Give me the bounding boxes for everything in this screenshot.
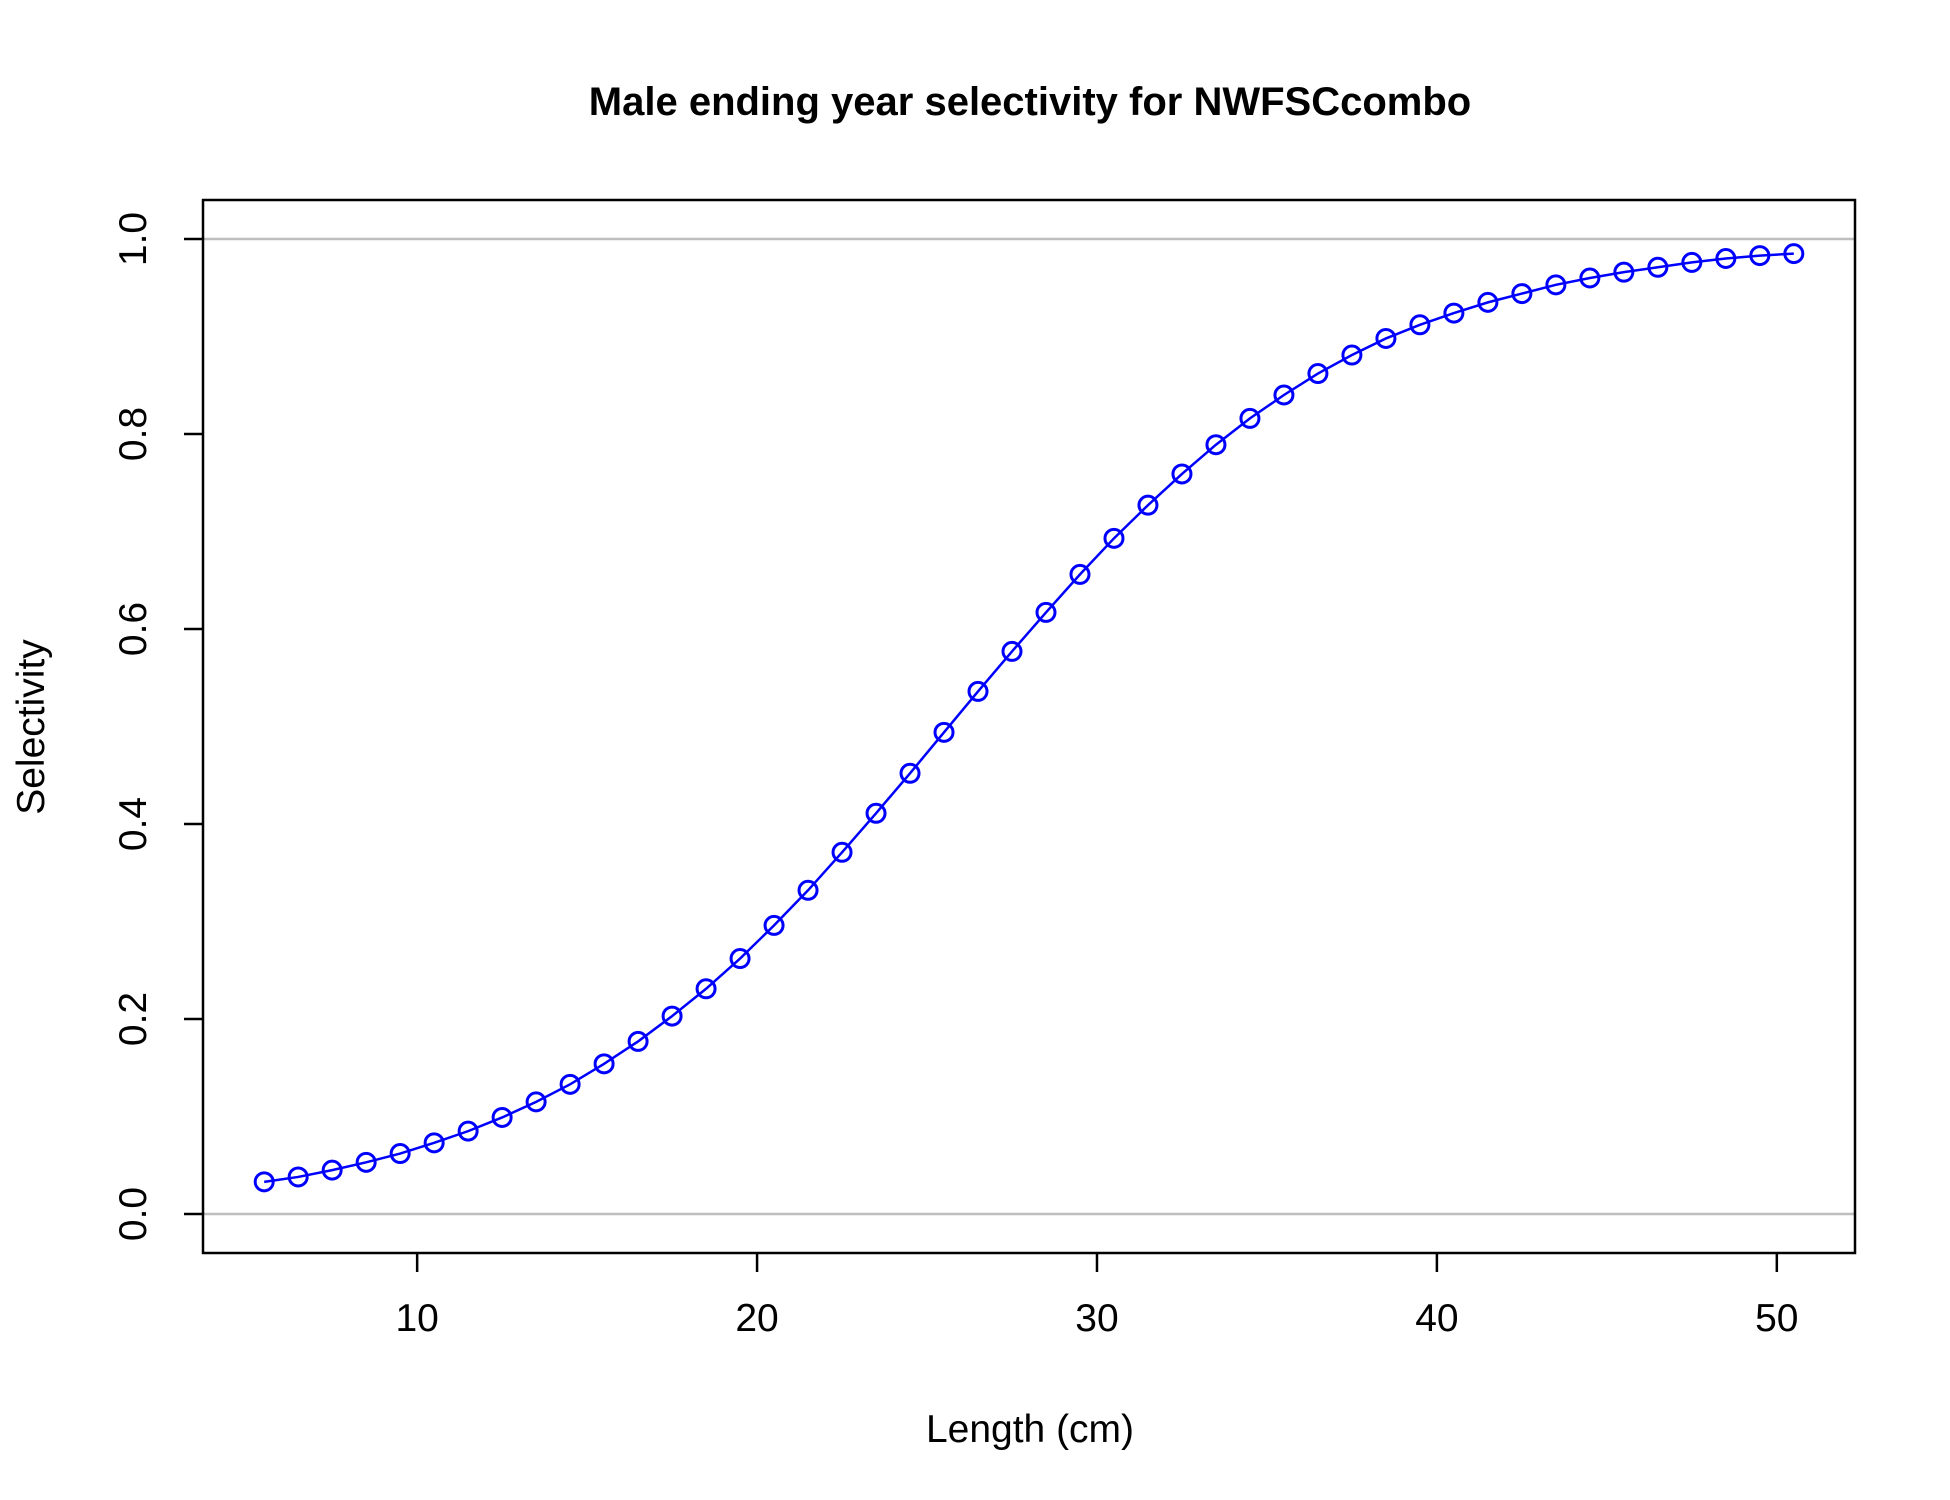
data-point (661, 1005, 683, 1027)
data-point (831, 841, 853, 863)
data-point (967, 680, 989, 702)
data-point (1681, 251, 1703, 273)
data-point (1409, 314, 1431, 336)
data-point (1069, 563, 1091, 585)
data-point (1579, 267, 1601, 289)
data-point (1477, 291, 1499, 313)
data-point (559, 1073, 581, 1095)
data-point (389, 1143, 411, 1165)
data-point (491, 1106, 513, 1128)
data-point (1239, 407, 1261, 429)
data-point (457, 1120, 479, 1142)
data-point (1613, 261, 1635, 283)
y-tick-label: 0.0 (112, 1187, 155, 1241)
data-point (899, 762, 921, 784)
data-point (1375, 327, 1397, 349)
x-tick-label: 30 (1075, 1297, 1118, 1340)
series-line (264, 252, 1794, 1184)
data-point (865, 802, 887, 824)
y-tick-label: 1.0 (112, 212, 155, 266)
data-point (287, 1166, 309, 1188)
data-point (1205, 434, 1227, 456)
y-tick-label: 0.8 (112, 407, 155, 461)
series-layer (253, 243, 1805, 1193)
data-point (1749, 245, 1771, 267)
data-point (525, 1091, 547, 1113)
x-tick-label: 50 (1755, 1297, 1798, 1340)
data-point (1545, 274, 1567, 296)
y-axis-label: Selectivity (10, 639, 53, 815)
data-point (355, 1151, 377, 1173)
data-point (1001, 640, 1023, 662)
data-point (423, 1132, 445, 1154)
x-tick-label: 20 (735, 1297, 778, 1340)
data-point (1137, 494, 1159, 516)
data-point (321, 1159, 343, 1181)
x-axis-label: Length (cm) (926, 1408, 1134, 1451)
data-point (1307, 363, 1329, 385)
data-point (797, 879, 819, 901)
data-point (729, 948, 751, 970)
x-tick-label: 10 (395, 1297, 438, 1340)
data-point (695, 978, 717, 1000)
y-tick-label: 0.2 (112, 992, 155, 1046)
data-point (1035, 601, 1057, 623)
data-point (627, 1030, 649, 1052)
y-axis: 0.0 0.2 0.4 0.6 0.8 1.0 (112, 212, 203, 1241)
data-point (933, 721, 955, 743)
y-tick-label: 0.6 (112, 602, 155, 656)
plot-frame (201, 198, 1857, 1255)
data-point (1273, 384, 1295, 406)
data-point (1511, 283, 1533, 305)
x-tick-label: 40 (1415, 1297, 1458, 1340)
x-axis: 10 20 30 40 50 (395, 1253, 1799, 1340)
chart-title: Male ending year selectivity for NWFSCco… (589, 80, 1471, 124)
data-point (1647, 256, 1669, 278)
reference-lines (203, 237, 1855, 1216)
data-point (253, 1171, 275, 1193)
data-point (1103, 527, 1125, 549)
data-point (1341, 344, 1363, 366)
data-point (1783, 243, 1805, 265)
data-point (1715, 248, 1737, 269)
y-tick-label: 0.4 (112, 797, 155, 851)
data-point (1443, 302, 1465, 324)
data-point (593, 1053, 615, 1075)
data-point (1171, 463, 1193, 485)
data-point (763, 914, 785, 936)
